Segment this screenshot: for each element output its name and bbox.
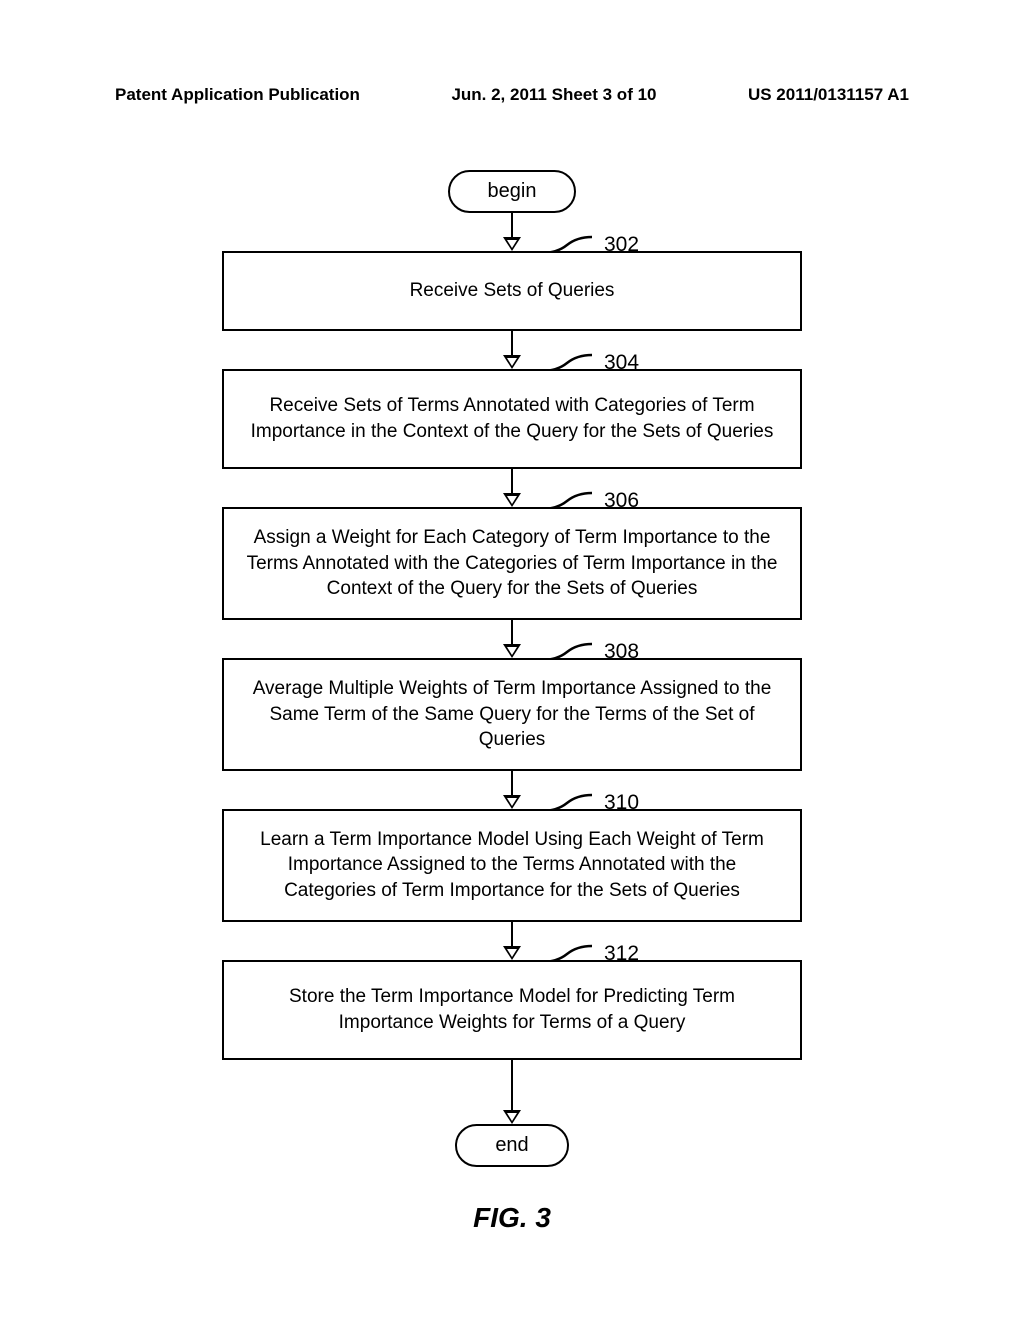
connector [503, 620, 521, 658]
process-step-text: Receive Sets of Queries [410, 278, 615, 304]
process-step-306: Assign a Weight for Each Category of Ter… [222, 507, 802, 620]
connector-to-end [503, 1060, 521, 1124]
terminal-end-label: end [495, 1134, 528, 1156]
process-step-text: Learn a Term Importance Model Using Each… [244, 827, 780, 904]
connector [503, 469, 521, 507]
process-step-304: Receive Sets of Terms Annotated with Cat… [222, 369, 802, 469]
connector [503, 213, 521, 251]
connector [503, 771, 521, 809]
connector [503, 331, 521, 369]
terminal-begin: begin [448, 170, 577, 213]
page-header: Patent Application Publication Jun. 2, 2… [0, 85, 1024, 105]
process-step-text: Store the Term Importance Model for Pred… [244, 984, 780, 1035]
process-step-302: Receive Sets of Queries [222, 251, 802, 331]
process-step-text: Receive Sets of Terms Annotated with Cat… [244, 393, 780, 444]
terminal-begin-label: begin [488, 180, 537, 202]
process-step-text: Average Multiple Weights of Term Importa… [244, 676, 780, 753]
connector [503, 922, 521, 960]
terminal-end: end [455, 1124, 568, 1167]
header-left: Patent Application Publication [115, 85, 360, 105]
process-step-text: Assign a Weight for Each Category of Ter… [244, 525, 780, 602]
process-step-312: Store the Term Importance Model for Pred… [222, 960, 802, 1060]
header-right: US 2011/0131157 A1 [748, 85, 909, 105]
process-step-308: Average Multiple Weights of Term Importa… [222, 658, 802, 771]
process-step-310: Learn a Term Importance Model Using Each… [222, 809, 802, 922]
figure-label: FIG. 3 [473, 1202, 551, 1234]
flowchart: begin 302Receive Sets of Queries304Recei… [0, 170, 1024, 1234]
header-center: Jun. 2, 2011 Sheet 3 of 10 [451, 85, 656, 105]
